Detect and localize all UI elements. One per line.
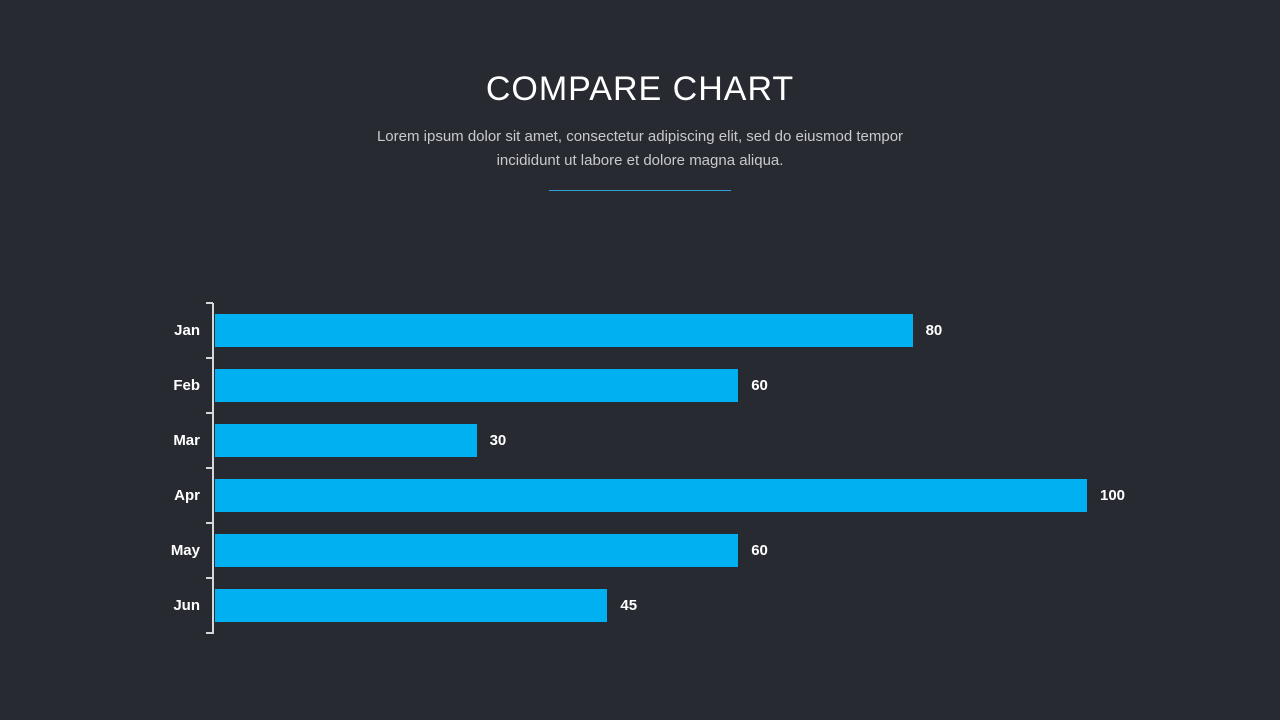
axis-tick [206, 467, 213, 469]
axis-tick [206, 632, 213, 634]
axis-tick [206, 522, 213, 524]
category-label: May [170, 542, 200, 559]
y-axis-line [206, 302, 214, 634]
category-label: Jan [174, 322, 200, 339]
bar [215, 314, 913, 347]
axis-tick [206, 302, 213, 304]
value-label: 100 [1100, 487, 1126, 504]
axis-tick [206, 357, 213, 359]
chart-row: May 60 [0, 523, 1280, 578]
chart-row: Jan 80 [0, 303, 1280, 358]
slide-header: COMPARE CHART Lorem ipsum dolor sit amet… [0, 70, 1280, 191]
category-label: Jun [173, 597, 200, 614]
chart-row: Jun 45 [0, 578, 1280, 633]
category-label: Feb [173, 377, 200, 394]
category-label: Apr [174, 487, 200, 504]
bar [215, 589, 608, 622]
axis-tick [206, 412, 213, 414]
value-label: 30 [489, 432, 507, 449]
bar [215, 424, 477, 457]
subtitle: Lorem ipsum dolor sit amet, consectetur … [376, 128, 904, 169]
value-label: 60 [751, 542, 768, 559]
value-label: 60 [751, 377, 768, 394]
value-label: 80 [925, 322, 943, 339]
chart-row: Feb 60 [0, 358, 1280, 413]
bar [215, 534, 739, 567]
bar [215, 369, 739, 402]
bar [215, 479, 1087, 512]
chart-row: Apr 100 [0, 468, 1280, 523]
category-label: Mar [173, 432, 200, 449]
page-title: COMPARE CHART [485, 70, 795, 108]
value-label: 45 [620, 597, 638, 614]
title-divider [549, 190, 731, 191]
chart-rows: Jan 80 Feb 60 Mar 30 Apr 100 May 60 Jun 45 [0, 303, 1280, 633]
chart-row: Mar 30 [0, 413, 1280, 468]
axis-tick [206, 577, 213, 579]
